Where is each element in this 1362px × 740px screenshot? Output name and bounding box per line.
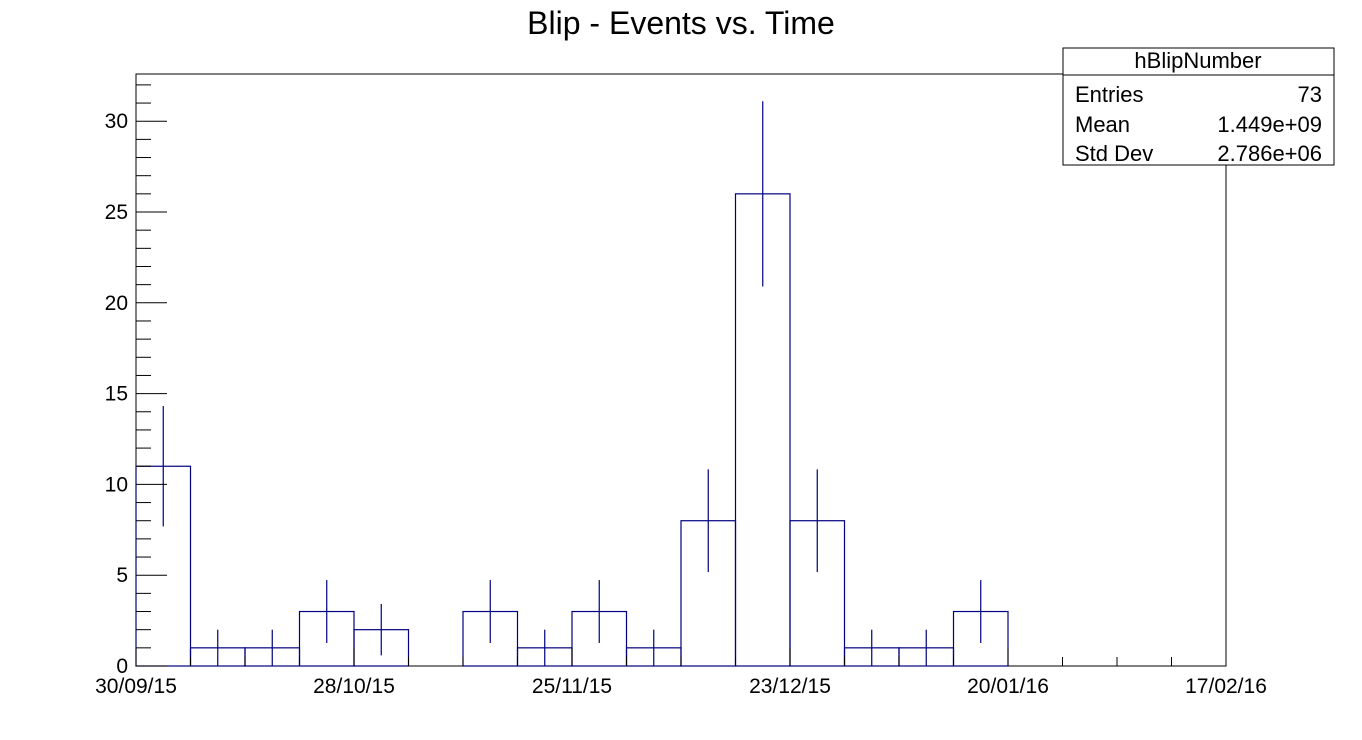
- x-tick-label: 20/01/16: [967, 675, 1049, 698]
- x-axis: 30/09/15 28/10/15 25/11/15 23/12/15 20/01/16…: [95, 648, 1267, 698]
- y-tick-label: 0: [116, 655, 128, 678]
- y-tick-label: 25: [105, 201, 128, 224]
- y-tick-label: 15: [105, 383, 128, 406]
- stats-entries-value: 73: [1298, 82, 1322, 107]
- stats-box: hBlipNumber Entries 73 Mean 1.449e+09 St…: [1062, 47, 1335, 166]
- histogram-series: [135, 193, 1009, 667]
- error-bars: [162, 101, 982, 666]
- y-tick-label: 20: [105, 292, 128, 315]
- y-axis: 0 5 10 15 20 25 30: [105, 84, 167, 678]
- stats-stddev-label: Std Dev: [1075, 141, 1153, 166]
- x-tick-label: 17/02/16: [1185, 675, 1267, 698]
- stats-mean-label: Mean: [1075, 112, 1130, 137]
- stats-mean-value: 1.449e+09: [1217, 112, 1322, 137]
- y-tick-label: 5: [116, 564, 128, 587]
- stats-entries-label: Entries: [1075, 82, 1143, 107]
- x-tick-label: 30/09/15: [95, 675, 177, 698]
- x-tick-label: 28/10/15: [313, 675, 395, 698]
- stats-box-frame: [1062, 47, 1335, 166]
- x-tick-label: 25/11/15: [532, 675, 612, 698]
- y-tick-label: 30: [105, 110, 128, 133]
- chart-title: Blip - Events vs. Time: [527, 5, 835, 41]
- stats-box-title: hBlipNumber: [1134, 48, 1261, 73]
- y-tick-label: 10: [105, 473, 128, 496]
- stats-stddev-value: 2.786e+06: [1217, 141, 1322, 166]
- x-tick-label: 23/12/15: [749, 675, 831, 698]
